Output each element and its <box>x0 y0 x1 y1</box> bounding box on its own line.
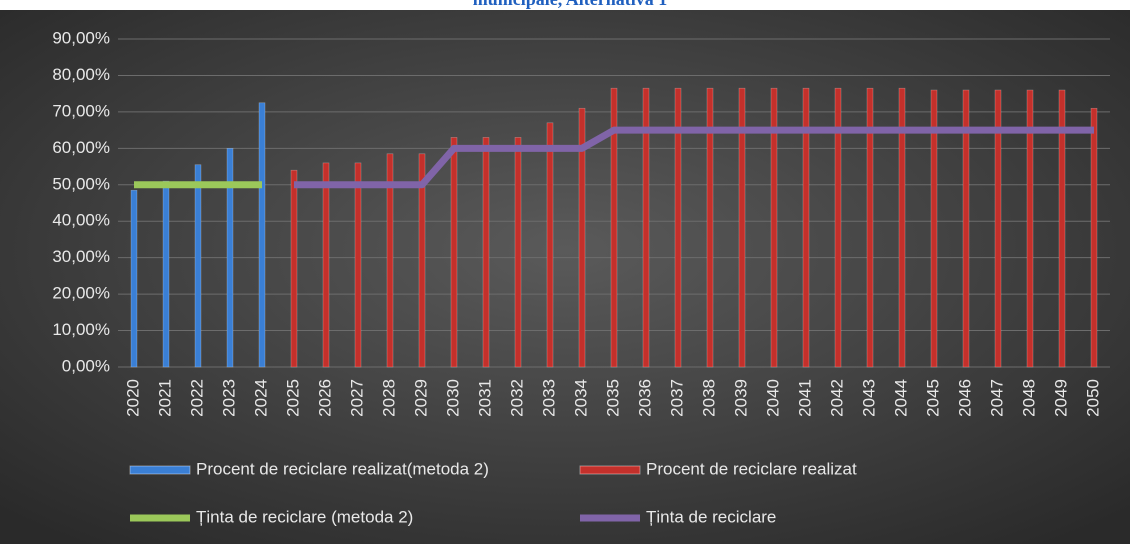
bar <box>834 87 842 368</box>
x-tick-label: 2029 <box>411 379 430 417</box>
x-tick-label: 2023 <box>219 379 238 417</box>
x-tick-label: 2048 <box>1019 379 1038 417</box>
x-tick-label: 2024 <box>251 379 270 417</box>
x-tick-label: 2042 <box>827 379 846 417</box>
bar <box>162 180 170 368</box>
bar <box>258 102 266 368</box>
x-tick-label: 2026 <box>315 379 334 417</box>
x-tick-label: 2027 <box>347 379 366 417</box>
bar <box>354 162 362 368</box>
bar <box>1058 89 1066 368</box>
bar <box>578 107 586 368</box>
bar <box>898 87 906 368</box>
bar <box>738 87 746 368</box>
bar <box>290 169 298 368</box>
bar <box>322 162 330 368</box>
y-tick-label: 0,00% <box>62 356 110 375</box>
bar <box>866 87 874 368</box>
x-tick-label: 2047 <box>987 379 1006 417</box>
bar <box>642 87 650 368</box>
legend-label: Ținta de reciclare <box>646 507 776 526</box>
bar <box>674 87 682 368</box>
bar <box>770 87 778 368</box>
x-tick-label: 2038 <box>699 379 718 417</box>
x-tick-label: 2025 <box>283 379 302 417</box>
x-tick-label: 2035 <box>603 379 622 417</box>
y-tick-label: 70,00% <box>52 101 110 120</box>
y-tick-label: 60,00% <box>52 138 110 157</box>
bar <box>226 148 234 368</box>
y-tick-label: 30,00% <box>52 247 110 266</box>
x-tick-label: 2032 <box>507 379 526 417</box>
bar <box>386 153 394 368</box>
page-strip <box>0 0 1130 10</box>
legend-swatch <box>129 465 191 475</box>
x-tick-label: 2036 <box>635 379 654 417</box>
bar <box>930 89 938 368</box>
legend-label: Procent de reciclare realizat(metoda 2) <box>196 459 489 478</box>
x-tick-label: 2039 <box>731 379 750 417</box>
bar <box>450 137 458 368</box>
x-tick-label: 2030 <box>443 379 462 417</box>
chart-background <box>0 10 1130 544</box>
bar <box>1090 107 1098 368</box>
x-tick-label: 2050 <box>1083 379 1102 417</box>
legend-swatch <box>579 465 641 475</box>
bar <box>610 87 618 368</box>
bar <box>1026 89 1034 368</box>
bar <box>802 87 810 368</box>
x-tick-label: 2041 <box>795 379 814 417</box>
bar <box>514 137 522 368</box>
x-tick-label: 2034 <box>571 379 590 417</box>
legend-label: Procent de reciclare realizat <box>646 459 857 478</box>
bar <box>194 164 202 368</box>
x-tick-label: 2045 <box>923 379 942 417</box>
y-tick-label: 10,00% <box>52 320 110 339</box>
y-tick-label: 40,00% <box>52 211 110 230</box>
x-tick-label: 2040 <box>763 379 782 417</box>
x-tick-label: 2043 <box>859 379 878 417</box>
y-tick-label: 20,00% <box>52 284 110 303</box>
x-tick-label: 2033 <box>539 379 558 417</box>
x-tick-label: 2044 <box>891 379 910 417</box>
x-tick-label: 2020 <box>123 379 142 417</box>
bar <box>994 89 1002 368</box>
legend-label: Ținta de reciclare (metoda 2) <box>196 507 413 526</box>
y-tick-label: 80,00% <box>52 65 110 84</box>
x-tick-label: 2031 <box>475 379 494 417</box>
x-tick-label: 2049 <box>1051 379 1070 417</box>
chart-title: municipale, Alternativa 1 <box>473 0 668 9</box>
bar <box>706 87 714 368</box>
x-tick-label: 2046 <box>955 379 974 417</box>
x-tick-label: 2021 <box>155 379 174 417</box>
x-tick-label: 2022 <box>187 379 206 417</box>
bar <box>418 153 426 368</box>
x-tick-label: 2028 <box>379 379 398 417</box>
bar <box>546 122 554 368</box>
line <box>294 126 1094 189</box>
bar <box>482 137 490 368</box>
y-tick-label: 50,00% <box>52 174 110 193</box>
bar <box>130 189 138 368</box>
x-tick-label: 2037 <box>667 379 686 417</box>
bar <box>962 89 970 368</box>
y-tick-label: 90,00% <box>52 28 110 47</box>
